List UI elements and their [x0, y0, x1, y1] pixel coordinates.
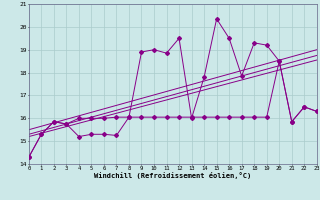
X-axis label: Windchill (Refroidissement éolien,°C): Windchill (Refroidissement éolien,°C): [94, 172, 252, 179]
